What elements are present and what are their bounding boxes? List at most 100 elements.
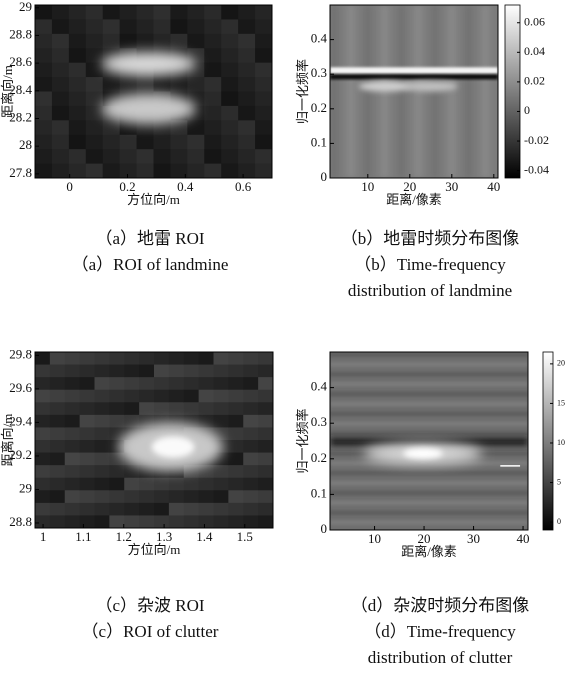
x-tick-label: 1.4	[196, 529, 213, 544]
image-blob	[101, 51, 197, 76]
image-cell	[124, 389, 140, 403]
image-cell	[139, 515, 155, 528]
image-cell	[228, 402, 244, 416]
image-cell	[258, 352, 273, 366]
image-cell	[243, 465, 259, 479]
image-cell	[255, 91, 272, 107]
image-blob	[403, 81, 458, 92]
image-cell	[221, 149, 239, 165]
image-cell	[228, 427, 244, 441]
image-cell	[204, 105, 222, 121]
image-stripe	[330, 352, 528, 357]
image-cell	[243, 490, 259, 504]
image-cell	[79, 452, 95, 466]
image-cell	[85, 62, 104, 78]
image-cell	[79, 389, 95, 403]
image-cell	[124, 377, 140, 391]
image-cell	[168, 515, 185, 528]
image-cell	[255, 5, 272, 20]
image-cell	[198, 364, 214, 378]
image-cell	[139, 377, 155, 391]
image-cell	[221, 5, 239, 20]
image-cell	[221, 19, 239, 35]
image-cell	[94, 452, 110, 466]
image-cell	[49, 452, 66, 466]
image-cell	[35, 105, 53, 121]
colorbar-tick-label: 5	[557, 477, 561, 486]
image-stripe	[481, 5, 490, 178]
image-cell	[35, 91, 53, 107]
image-cell	[168, 502, 185, 516]
image-cell	[64, 427, 81, 441]
image-blob	[403, 448, 443, 459]
image-band	[330, 74, 498, 80]
image-cell	[85, 105, 104, 121]
image-cell	[64, 452, 81, 466]
image-cell	[154, 502, 170, 516]
colorbar-tick-label: -0.02	[524, 133, 549, 147]
plot-frame	[329, 351, 529, 531]
image-cell	[35, 134, 53, 150]
y-tick-label: 28.8	[9, 514, 32, 529]
image-cell	[109, 465, 125, 479]
image-cell	[204, 134, 222, 150]
colorbar-tick-label: 0.02	[524, 74, 545, 88]
caption: （a）地雷 ROI	[95, 229, 204, 248]
image-stripe	[330, 401, 528, 407]
image-cell	[258, 377, 273, 391]
image-cell	[94, 414, 110, 428]
image-cell	[213, 352, 229, 366]
image-cell	[243, 352, 259, 366]
image-cell	[255, 19, 272, 35]
image-cell	[49, 490, 66, 504]
colorbar-gradient	[542, 351, 554, 531]
image-cell	[49, 477, 66, 491]
colorbar-gradient	[504, 4, 521, 179]
image-cell	[170, 5, 188, 20]
y-tick-label: 28.6	[9, 54, 32, 69]
image-cell	[198, 515, 214, 528]
y-tick-label: 27.8	[9, 165, 32, 180]
image-cell	[68, 134, 87, 150]
image-cell	[136, 77, 154, 92]
image-cell	[168, 477, 185, 491]
image-cell	[64, 502, 81, 516]
image-cell	[204, 77, 222, 92]
y-tick-label: 28.4	[9, 82, 32, 97]
image-cell	[136, 149, 154, 165]
colorbar-tick-label: 10	[557, 438, 565, 447]
image-cell	[187, 77, 205, 92]
image-cell	[94, 477, 110, 491]
caption: （d）Time-frequency	[364, 622, 516, 641]
image-cell	[170, 134, 188, 150]
y-tick-label: 0.4	[311, 31, 328, 46]
image-cell	[204, 33, 222, 49]
image-cell	[170, 77, 188, 92]
image-cell	[64, 465, 81, 479]
image-cell	[213, 364, 229, 378]
image-blob	[358, 81, 413, 92]
x-tick-label: 30	[445, 179, 458, 194]
image-cell	[258, 414, 273, 428]
caption: （a）ROI of landmine	[72, 255, 229, 274]
y-tick-label: 29.2	[9, 447, 32, 462]
image-cell	[124, 515, 140, 528]
image-cell	[204, 62, 222, 78]
image-cell	[198, 389, 214, 403]
image-cell	[102, 149, 121, 165]
image-cell	[228, 502, 244, 516]
caption: distribution of clutter	[368, 648, 513, 667]
y-axis-label: 归一化频率	[295, 59, 310, 124]
image-stripe	[330, 510, 528, 516]
image-cell	[154, 515, 170, 528]
image-cell	[139, 352, 155, 366]
image-cell	[49, 414, 66, 428]
image-cell	[64, 490, 81, 504]
image-cell	[168, 377, 185, 391]
image-cell	[119, 5, 138, 20]
image-cell	[85, 77, 104, 92]
y-tick-label: 0.1	[311, 485, 327, 500]
image-cell	[102, 163, 121, 178]
image-cell	[79, 465, 95, 479]
